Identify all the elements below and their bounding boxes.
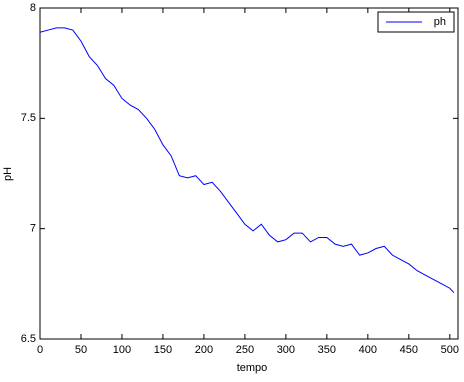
y-axis-label: pH: [2, 167, 14, 181]
y-tick-label: 8: [30, 2, 36, 14]
axes-box: [39, 7, 459, 340]
x-tick-label: 250: [236, 344, 254, 356]
y-tick-label: 6.5: [21, 333, 36, 345]
x-tick-label: 50: [75, 344, 87, 356]
x-tick-label: 150: [154, 344, 172, 356]
x-tick-label: 100: [113, 344, 131, 356]
x-tick-label: 0: [37, 344, 43, 356]
x-tick-label: 450: [400, 344, 418, 356]
x-tick-label: 200: [195, 344, 213, 356]
x-axis-label: tempo: [237, 362, 268, 374]
x-tick-label: 350: [318, 344, 336, 356]
legend-label: ph: [434, 16, 446, 28]
data-line: [39, 27, 455, 294]
x-tick-label: 500: [441, 344, 459, 356]
x-tick-label: 400: [359, 344, 377, 356]
x-tick-label: 300: [277, 344, 295, 356]
y-tick-label: 7.5: [21, 112, 36, 124]
y-tick-label: 7: [30, 223, 36, 235]
